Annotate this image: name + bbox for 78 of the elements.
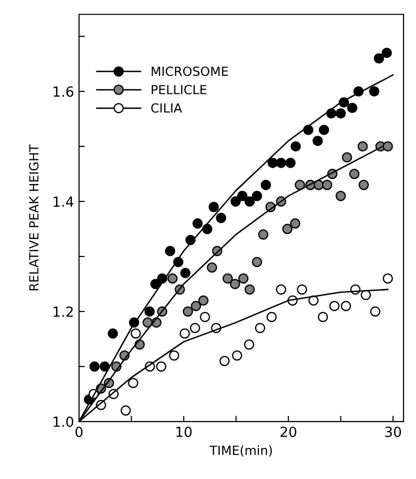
point <box>108 328 118 339</box>
point <box>200 312 210 322</box>
point <box>340 300 352 312</box>
point <box>120 405 131 416</box>
point <box>329 300 340 312</box>
point <box>336 108 346 119</box>
point <box>238 273 249 284</box>
point <box>206 262 218 273</box>
point <box>290 218 300 229</box>
point <box>230 278 240 290</box>
point <box>164 246 176 256</box>
point <box>382 141 393 152</box>
point <box>285 158 296 168</box>
x-tick-label: 20 <box>280 426 296 438</box>
point <box>244 339 254 350</box>
point <box>258 229 268 240</box>
point <box>322 180 332 190</box>
point <box>252 256 262 268</box>
point <box>369 86 380 97</box>
point <box>216 212 226 224</box>
legend-label: PELLICLE <box>152 84 206 94</box>
point <box>168 350 180 361</box>
point <box>89 361 100 372</box>
x-tick-label: 30 <box>385 426 401 438</box>
point <box>276 158 286 168</box>
point <box>260 180 272 190</box>
point <box>130 328 141 339</box>
x-tick-label: 0 <box>76 426 83 438</box>
x-axis-title: TIME(min) <box>210 445 272 457</box>
point <box>276 284 286 295</box>
point <box>370 306 380 317</box>
point <box>167 273 178 284</box>
point <box>342 152 352 163</box>
point <box>312 136 323 146</box>
point <box>254 322 266 334</box>
point <box>336 190 346 202</box>
point <box>230 196 241 207</box>
point <box>252 190 262 202</box>
y-tick-label: 1.0 <box>54 416 74 427</box>
point <box>180 268 191 278</box>
point <box>266 312 277 322</box>
point <box>182 306 194 317</box>
point <box>190 300 202 312</box>
y-tick-label: 1.2 <box>54 306 73 317</box>
point <box>192 218 203 229</box>
point <box>100 361 110 372</box>
point <box>290 141 301 152</box>
point <box>374 53 384 64</box>
point <box>349 168 360 180</box>
point <box>198 295 209 306</box>
point <box>208 202 219 212</box>
point <box>347 102 358 114</box>
y-axis-title: RELATIVE PEAK HEIGHT <box>29 144 39 290</box>
point <box>294 180 306 190</box>
point <box>190 322 200 334</box>
point <box>237 190 248 202</box>
y-tick-label: 1.4 <box>54 196 74 207</box>
point <box>382 273 393 284</box>
point <box>318 124 330 136</box>
point <box>318 312 328 322</box>
legend-label: MICROSOME <box>152 66 228 76</box>
point <box>282 224 292 234</box>
point <box>382 48 392 58</box>
point <box>128 378 138 388</box>
point <box>222 273 233 284</box>
y-tick-label: 1.6 <box>54 86 74 97</box>
point <box>156 361 166 372</box>
point <box>180 328 190 339</box>
point <box>219 356 230 366</box>
legend-label: CILIA <box>151 103 182 113</box>
point <box>244 284 255 295</box>
x-tick-label: 10 <box>176 426 192 438</box>
point <box>144 306 155 317</box>
point <box>232 350 242 361</box>
point <box>358 141 368 152</box>
point <box>244 196 255 207</box>
point <box>358 180 369 190</box>
point <box>296 284 308 295</box>
